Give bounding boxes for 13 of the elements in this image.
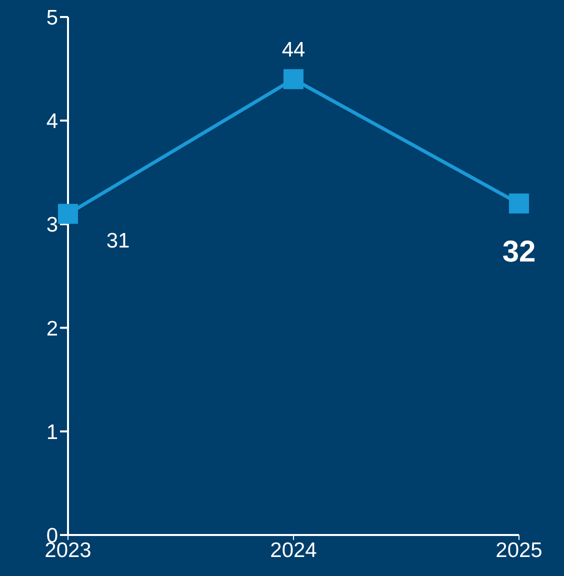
point — [58, 204, 78, 224]
y-tick-label: 3 — [46, 214, 58, 237]
x-tick-label: 2025 — [496, 538, 542, 562]
annotation: 44 — [282, 38, 306, 62]
y-tick-label: 1 — [46, 420, 58, 444]
annotation: 32 — [502, 235, 536, 268]
y-tick-label: 5 — [46, 6, 58, 30]
point — [509, 193, 529, 214]
annotation: 31 — [106, 229, 130, 252]
y-tick-label: 2 — [46, 317, 58, 340]
x-tick-label: 2024 — [270, 538, 318, 562]
y-tick-label: 4 — [46, 110, 58, 134]
point — [284, 69, 304, 90]
